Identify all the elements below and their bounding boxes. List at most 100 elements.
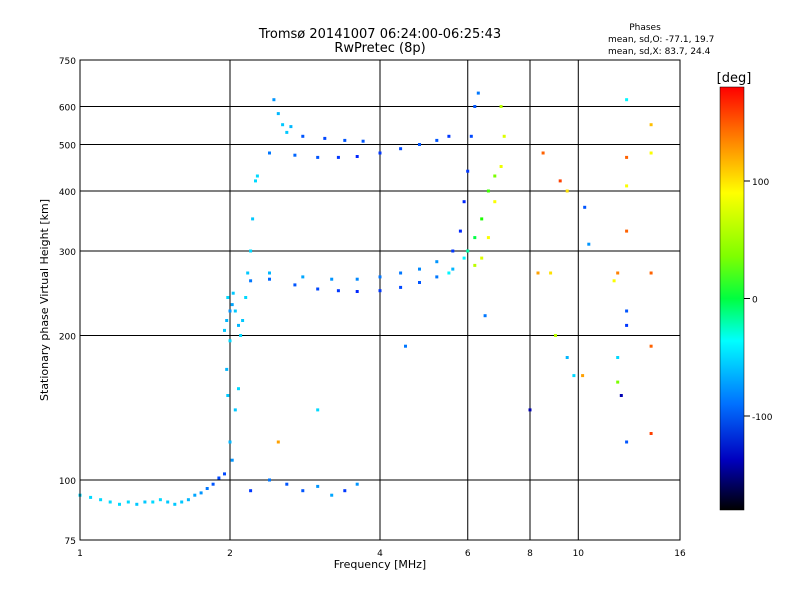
data-point: [486, 236, 490, 240]
data-point: [255, 174, 259, 178]
data-point: [231, 291, 235, 295]
data-point: [285, 130, 289, 134]
data-point: [223, 328, 226, 332]
phases-heading: Phases: [629, 23, 661, 33]
data-point: [583, 205, 587, 209]
data-point: [466, 169, 470, 173]
data-point: [378, 289, 382, 293]
colorbar: [719, 86, 745, 511]
data-point: [323, 136, 327, 140]
axis-ticks: 1 2 4 6 8 10 16 75 100 200 300 400 500 600 750: [59, 57, 686, 559]
data-point: [118, 502, 121, 506]
data-point: [418, 281, 421, 284]
data-point: [355, 482, 359, 486]
data-point: [625, 184, 629, 188]
data-point: [237, 387, 240, 391]
data-point: [581, 374, 585, 378]
data-point: [649, 151, 653, 155]
data-point: [565, 356, 569, 359]
data-point: [316, 408, 320, 412]
data-point: [135, 502, 139, 506]
colorbar-tick-label: 100: [752, 178, 769, 188]
phases-o-stats: mean, sd,O: -77.1, 19.7: [608, 35, 714, 45]
data-point: [549, 271, 553, 275]
data-point: [205, 487, 209, 490]
data-point: [587, 242, 591, 246]
data-point: [199, 491, 203, 495]
data-point: [462, 256, 466, 260]
data-point: [480, 217, 484, 221]
data-point: [343, 138, 347, 142]
data-point: [418, 267, 421, 271]
data-point: [239, 334, 243, 337]
data-point: [268, 478, 271, 482]
data-point: [193, 493, 197, 497]
y-tick-label: 750: [59, 57, 76, 67]
data-point: [528, 408, 532, 412]
data-point: [649, 344, 653, 348]
x-tick-label: 4: [377, 549, 383, 559]
data-point: [233, 408, 237, 412]
data-point: [625, 323, 629, 327]
y-tick-label: 75: [65, 537, 76, 547]
data-point: [293, 153, 297, 157]
data-point: [625, 98, 629, 102]
x-tick-label: 6: [465, 549, 471, 559]
data-point: [99, 498, 103, 502]
data-point: [301, 275, 305, 279]
data-point: [616, 380, 620, 384]
data-point: [276, 440, 280, 444]
data-point: [223, 472, 226, 476]
data-point: [89, 495, 93, 499]
data-point: [336, 289, 340, 293]
data-point: [249, 249, 253, 253]
data-point: [572, 374, 576, 378]
data-point: [228, 339, 232, 343]
data-point: [254, 179, 257, 183]
colorbar-label: [deg]: [717, 71, 752, 86]
data-point: [473, 263, 477, 267]
data-point: [272, 98, 276, 102]
data-point: [493, 200, 497, 204]
data-point: [355, 277, 359, 281]
y-tick-label: 300: [59, 248, 76, 258]
data-point: [293, 283, 297, 287]
data-point: [276, 112, 280, 116]
y-tick-label: 200: [59, 333, 76, 343]
data-point: [316, 287, 320, 291]
data-point: [228, 309, 232, 313]
data-point: [649, 432, 653, 435]
colorbar-tick-label: -100: [752, 413, 773, 423]
data-point: [343, 489, 347, 493]
data-point: [226, 296, 230, 299]
y-tick-label: 500: [59, 142, 76, 152]
data-point: [435, 138, 439, 142]
data-point: [249, 279, 253, 283]
phases-x-stats: mean, sd,X: 83.7, 24.4: [608, 47, 711, 57]
data-point: [451, 267, 455, 271]
x-axis-label: Frequency [MHz]: [334, 558, 426, 571]
data-point: [336, 155, 340, 159]
data-point: [246, 271, 250, 275]
data-point: [268, 151, 271, 155]
data-point: [186, 498, 190, 502]
data-point: [447, 271, 451, 275]
data-point: [499, 165, 503, 168]
data-point: [462, 200, 466, 204]
data-point: [541, 151, 545, 155]
data-point: [301, 489, 305, 493]
data-point: [289, 125, 293, 129]
data-point: [625, 155, 629, 159]
data-point: [616, 356, 620, 359]
data-point: [486, 189, 490, 193]
data-point: [483, 314, 487, 318]
data-point: [151, 500, 155, 504]
data-point: [237, 323, 240, 327]
data-point: [404, 344, 407, 348]
data-point: [480, 256, 484, 260]
data-point: [316, 155, 320, 159]
data-point: [612, 279, 616, 283]
data-points: [78, 91, 653, 506]
data-point: [469, 134, 473, 138]
x-tick-label: 2: [227, 549, 233, 559]
